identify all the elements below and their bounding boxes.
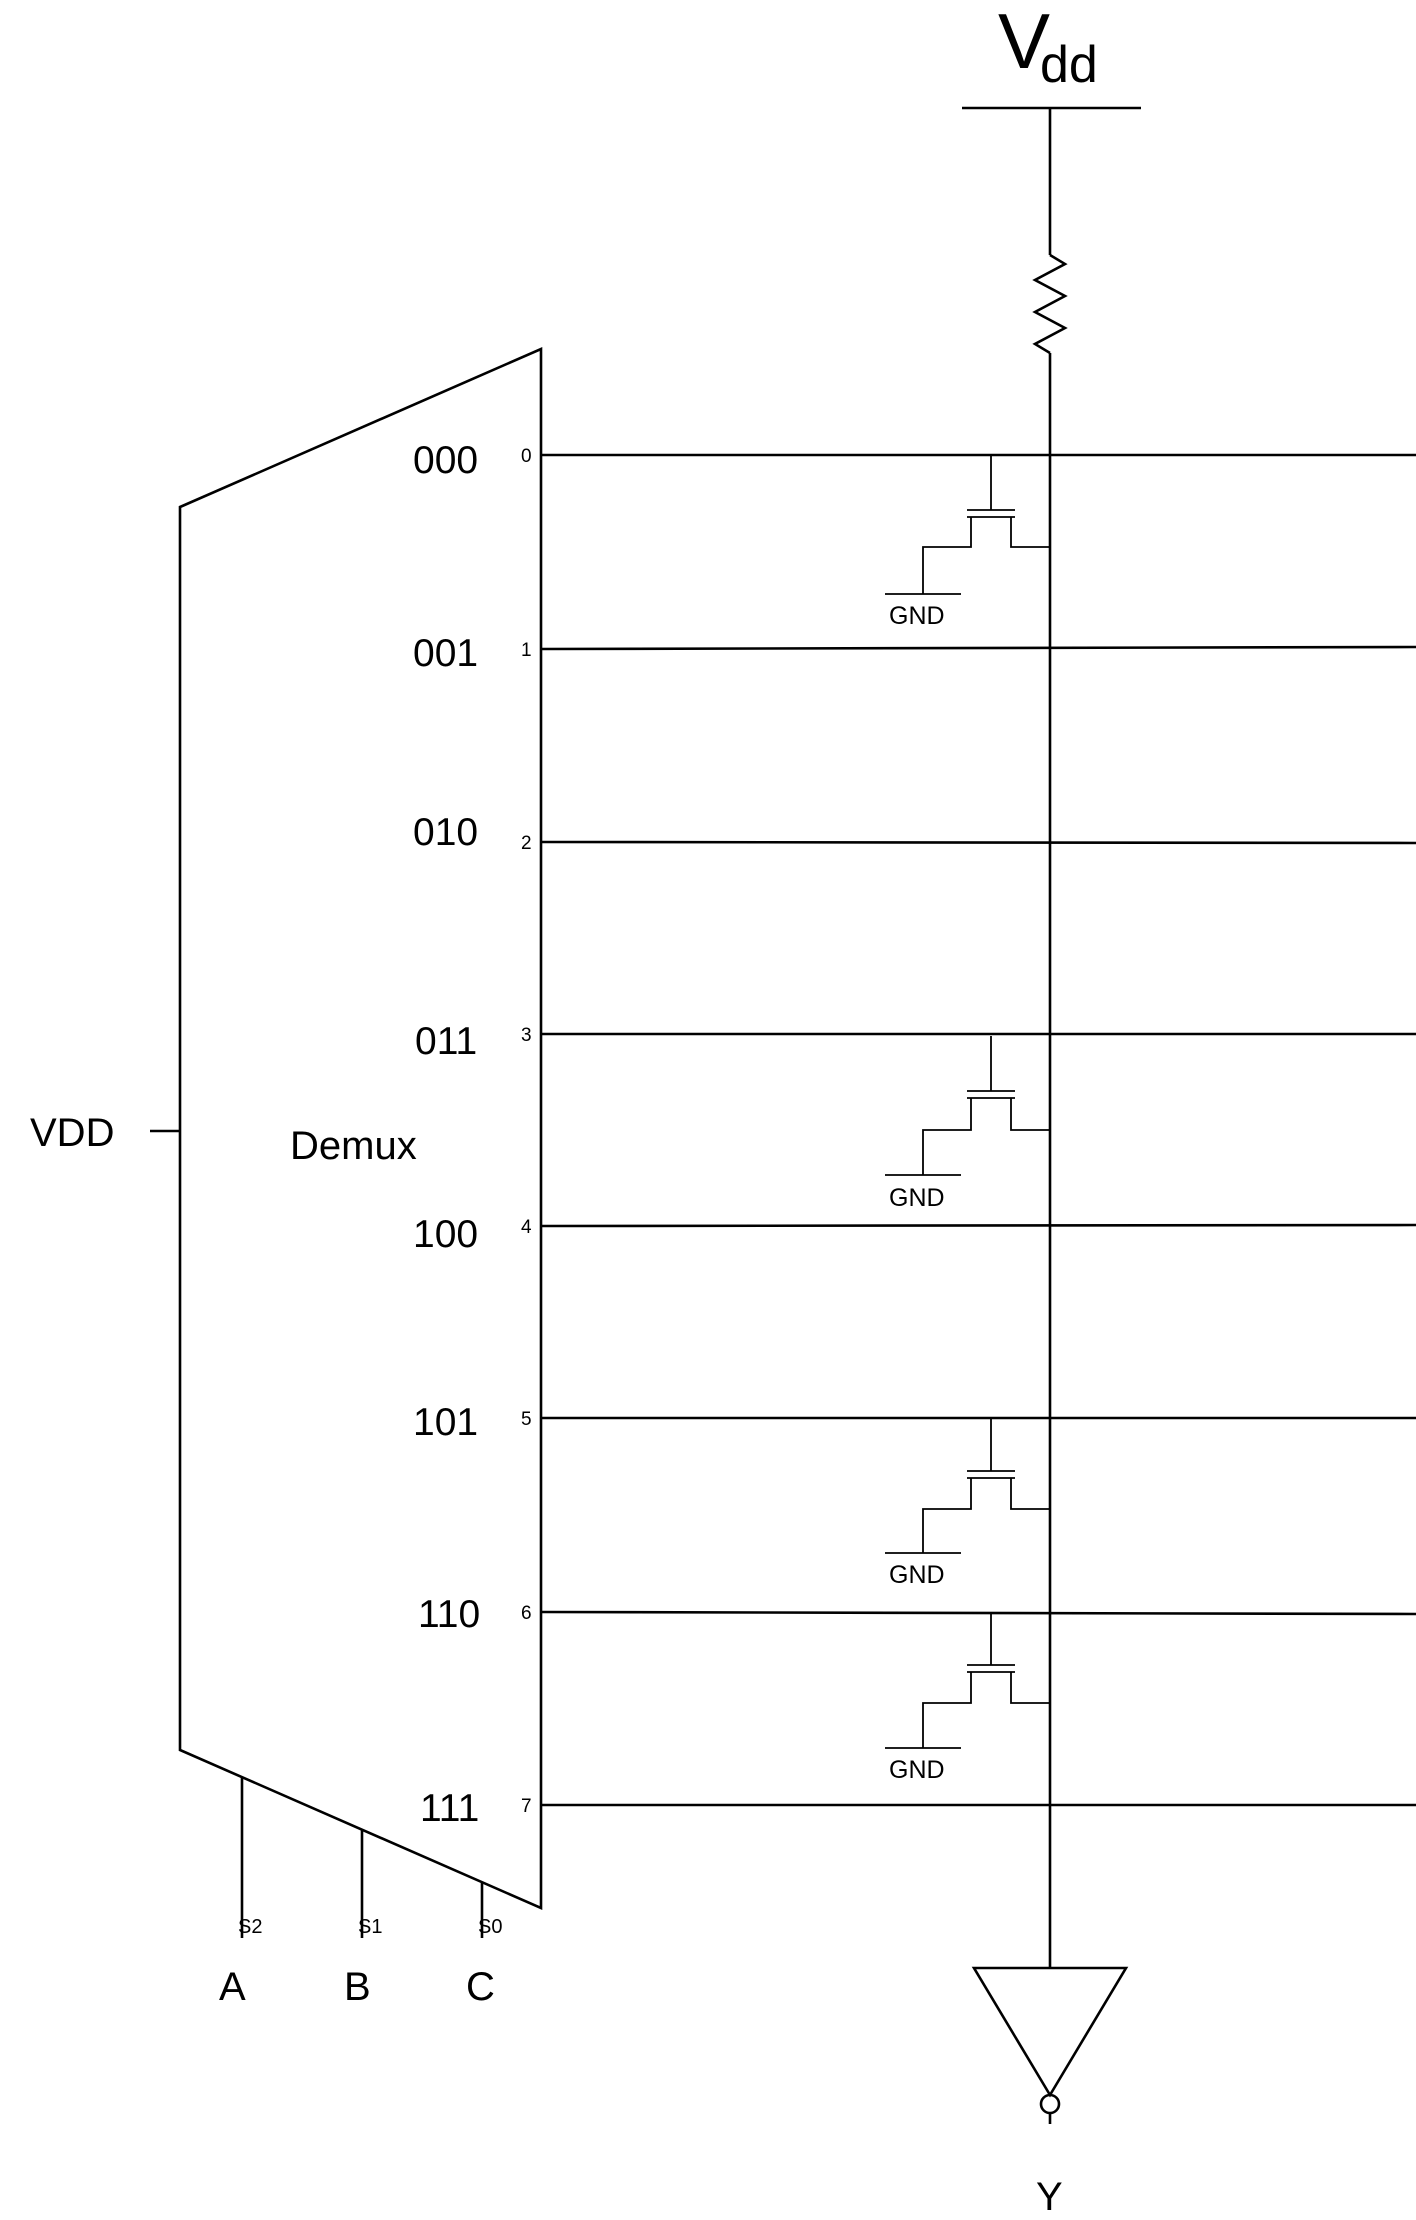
output-code-5: 101	[413, 1401, 478, 1444]
output-index-7: 7	[521, 1796, 532, 1817]
output-y-label: Y	[1036, 2175, 1063, 2219]
select-input-b: B	[344, 1965, 371, 2009]
ground-label-3: GND	[889, 1184, 945, 1212]
output-code-1: 001	[413, 632, 478, 675]
vdd-supply: V dd	[962, 0, 1141, 110]
select-pin-s2: S2	[238, 1916, 262, 1938]
nmos-transistor-5: GND	[885, 1418, 1050, 1589]
pullup-network	[1032, 108, 1068, 1968]
output-code-7: 111	[420, 1787, 479, 1830]
select-lines: S2 S1 S0 A B C	[219, 1777, 502, 2009]
output-code-2: 010	[413, 811, 478, 854]
output-index-3: 3	[521, 1025, 532, 1046]
output-index-5: 5	[521, 1409, 532, 1430]
nmos-transistor-6: GND	[885, 1612, 1050, 1784]
vdd-label: V	[998, 0, 1050, 85]
output-inverter: Y	[971, 1966, 1129, 2219]
output-line-4	[540, 1223, 1416, 1228]
output-indices: 0 1 2 3 4 5 6 7	[521, 446, 532, 1817]
ground-label-5: GND	[889, 1561, 945, 1589]
select-pin-s0: S0	[478, 1916, 502, 1938]
output-code-6: 110	[418, 1593, 480, 1636]
output-index-4: 4	[521, 1217, 532, 1238]
nmos-transistor-3: GND	[885, 1036, 1050, 1212]
output-index-0: 0	[521, 446, 532, 467]
output-index-1: 1	[521, 640, 532, 661]
output-lines	[540, 453, 1416, 1807]
output-index-2: 2	[521, 833, 532, 854]
select-pin-s1: S1	[358, 1916, 382, 1938]
output-codes: 000 001 010 011 100 101 110 111	[413, 439, 480, 1830]
output-line-2	[540, 840, 1416, 845]
output-index-6: 6	[521, 1603, 532, 1624]
nmos-transistor-0: GND	[885, 455, 1050, 630]
output-code-3: 011	[415, 1020, 477, 1063]
demux-body	[178, 347, 543, 1910]
output-code-0: 000	[413, 439, 478, 482]
ground-label-0: GND	[889, 602, 945, 630]
select-input-a: A	[219, 1965, 246, 2009]
demux-label: Demux	[290, 1124, 417, 1168]
pullup-resistor	[1032, 253, 1068, 355]
inverter-triangle	[971, 1966, 1129, 2098]
output-code-4: 100	[413, 1213, 478, 1256]
select-input-c: C	[466, 1965, 495, 2009]
output-line-6	[540, 1610, 1416, 1616]
output-line-1	[540, 645, 1416, 651]
demux-block: Demux VDD	[30, 347, 543, 1910]
ground-label-6: GND	[889, 1756, 945, 1784]
demux-input-label: VDD	[30, 1111, 114, 1155]
vdd-subscript: dd	[1040, 36, 1098, 94]
inverter-bubble	[1039, 2093, 1061, 2115]
